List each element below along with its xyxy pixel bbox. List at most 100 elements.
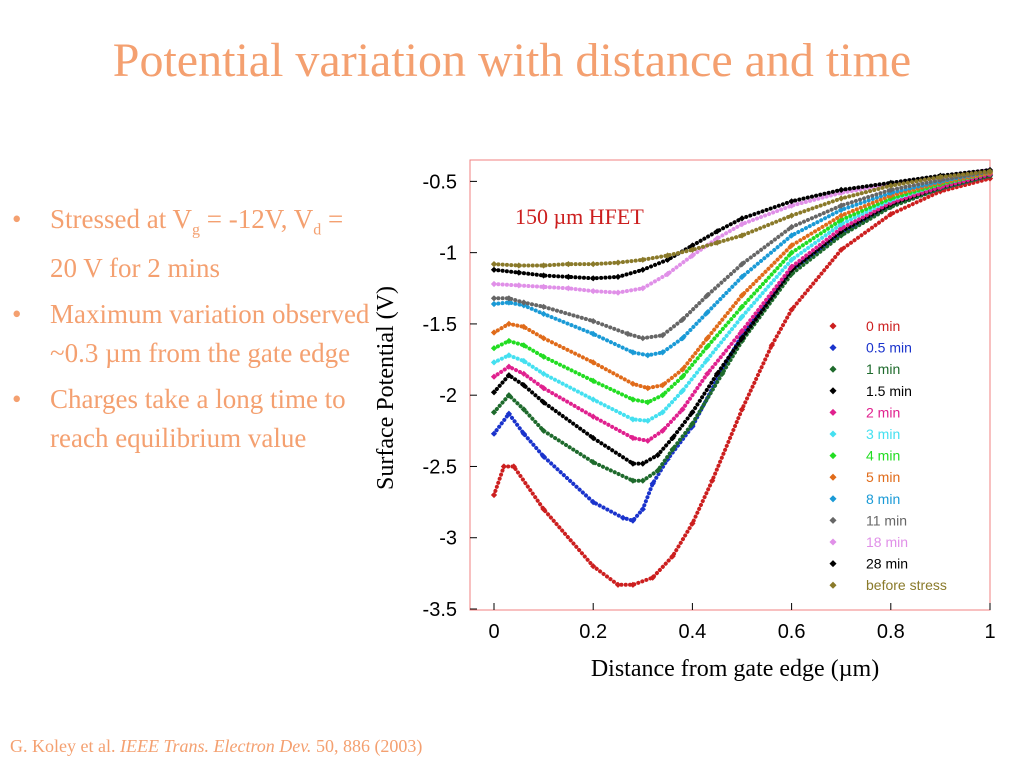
plot-frame bbox=[469, 159, 991, 611]
data-point bbox=[490, 345, 498, 352]
data-point bbox=[520, 342, 527, 349]
data-point bbox=[629, 581, 637, 588]
series-line bbox=[492, 173, 992, 523]
bullet-item-variation: • Maximum variation observed ~0.3 µm fro… bbox=[12, 295, 372, 373]
data-point bbox=[738, 292, 746, 299]
data-point bbox=[659, 349, 666, 356]
series-before-stress bbox=[490, 168, 994, 269]
x-axis-label: Distance from gate edge (µm) bbox=[591, 656, 879, 682]
data-point bbox=[540, 427, 547, 434]
data-point bbox=[505, 372, 513, 379]
data-point bbox=[505, 410, 513, 417]
data-point bbox=[490, 295, 498, 302]
data-point bbox=[540, 399, 547, 406]
bullet-glyph: • bbox=[12, 384, 22, 415]
legend-label: 2 min bbox=[866, 404, 900, 420]
data-point bbox=[639, 285, 646, 292]
data-point bbox=[768, 342, 775, 349]
data-point bbox=[505, 337, 513, 345]
data-point bbox=[490, 329, 498, 336]
data-point bbox=[629, 416, 637, 423]
data-point bbox=[490, 430, 498, 437]
data-point bbox=[669, 446, 676, 453]
data-point bbox=[644, 417, 651, 424]
y-tick-label: -2 bbox=[439, 385, 457, 407]
data-point bbox=[490, 266, 498, 273]
data-point bbox=[689, 520, 696, 527]
data-point bbox=[505, 320, 513, 328]
data-point bbox=[590, 377, 597, 385]
citation: G. Koley et al. IEEE Trans. Electron Dev… bbox=[10, 736, 422, 757]
series-line bbox=[492, 176, 992, 587]
subscript-d: d bbox=[313, 221, 322, 239]
legend-label: 11 min bbox=[866, 512, 907, 528]
data-point bbox=[540, 283, 547, 291]
series-line bbox=[492, 170, 992, 405]
legend-label: 0.5 min bbox=[866, 340, 912, 356]
legend-marker bbox=[829, 430, 837, 438]
data-point bbox=[664, 256, 671, 263]
data-point bbox=[738, 273, 746, 281]
data-point bbox=[490, 389, 498, 396]
data-point bbox=[505, 352, 513, 359]
data-point bbox=[500, 463, 508, 470]
series-line bbox=[492, 172, 992, 443]
legend: 0 min 0.5 min 1 min 1.5 min 2 min 3 min 4 min 5… bbox=[829, 318, 947, 593]
data-point bbox=[490, 260, 498, 268]
citation-journal: IEEE Trans. Electron Dev. bbox=[119, 736, 312, 756]
data-point bbox=[649, 574, 656, 581]
data-point bbox=[520, 406, 527, 413]
legend-label: 3 min bbox=[866, 426, 900, 442]
data-point bbox=[639, 256, 646, 263]
data-point bbox=[565, 285, 572, 292]
data-point bbox=[629, 380, 637, 387]
data-point bbox=[624, 330, 632, 338]
series-line bbox=[492, 170, 992, 423]
data-point bbox=[614, 273, 622, 281]
data-point bbox=[788, 263, 795, 271]
data-point bbox=[614, 581, 622, 588]
data-point bbox=[505, 295, 513, 302]
x-axis: 0 0.2 0.4 0.6 0.8 1 bbox=[488, 603, 996, 643]
legend-label: 18 min bbox=[866, 534, 908, 550]
legend-marker bbox=[829, 581, 837, 589]
legend-marker bbox=[829, 387, 837, 395]
series-line bbox=[492, 169, 992, 341]
legend-marker bbox=[829, 560, 837, 568]
data-point bbox=[788, 256, 795, 263]
legend-marker bbox=[829, 408, 837, 416]
data-point bbox=[639, 266, 646, 273]
y-tick-label: -3 bbox=[439, 528, 457, 550]
chart-annotation: 150 µm HFET bbox=[515, 204, 644, 229]
data-point bbox=[520, 323, 527, 330]
data-point bbox=[714, 370, 721, 377]
data-point bbox=[679, 387, 686, 395]
bullet-item-equilibrium: • Charges take a long time to reach equi… bbox=[12, 380, 372, 458]
series-0-min bbox=[490, 175, 994, 588]
legend-marker bbox=[829, 452, 837, 460]
legend-label: before stress bbox=[866, 577, 947, 593]
data-point bbox=[490, 409, 498, 416]
data-point bbox=[505, 363, 513, 370]
data-point bbox=[664, 252, 671, 259]
y-tick-label: -3.5 bbox=[423, 599, 457, 621]
data-point bbox=[644, 352, 651, 359]
data-point bbox=[490, 359, 498, 366]
citation-authors: G. Koley et al. bbox=[10, 736, 116, 756]
data-point bbox=[704, 292, 711, 299]
bullet-text: Charges take a long time to reach equili… bbox=[50, 384, 346, 454]
data-point bbox=[719, 370, 726, 377]
legend-marker bbox=[829, 516, 837, 524]
legend-label: 1 min bbox=[866, 361, 900, 377]
data-point bbox=[590, 330, 597, 338]
x-tick-label: 0.6 bbox=[778, 621, 806, 643]
x-tick-label: 0.2 bbox=[579, 621, 607, 643]
y-tick-label: -2.5 bbox=[423, 456, 457, 478]
data-point bbox=[659, 427, 666, 434]
series-line bbox=[492, 170, 992, 391]
data-point bbox=[565, 273, 572, 281]
data-point bbox=[590, 359, 597, 366]
bullet-text-a: Stressed at V bbox=[50, 204, 192, 234]
legend-label: 8 min bbox=[866, 491, 900, 507]
